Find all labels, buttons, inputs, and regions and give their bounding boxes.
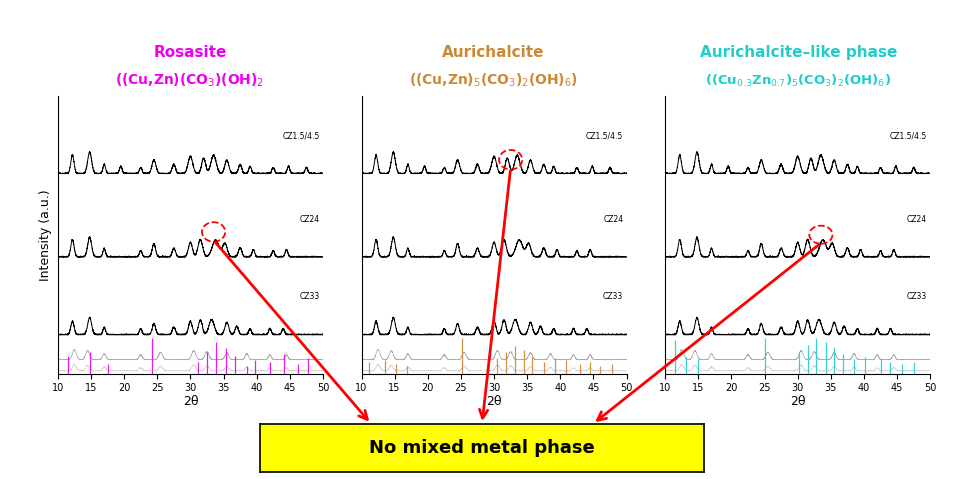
Text: CZ33: CZ33 (300, 292, 320, 301)
Text: ((Cu,Zn)(CO$_3$)(OH)$_2$: ((Cu,Zn)(CO$_3$)(OH)$_2$ (116, 71, 264, 89)
Text: CZ33: CZ33 (603, 292, 624, 301)
Text: Rosasite: Rosasite (153, 45, 227, 60)
Text: Aurichalcite–like phase: Aurichalcite–like phase (700, 45, 897, 60)
Text: No mixed metal phase: No mixed metal phase (369, 439, 595, 457)
Text: CZ1.5/4.5: CZ1.5/4.5 (282, 131, 320, 140)
Text: CZ24: CZ24 (300, 215, 320, 224)
Text: CZ1.5/4.5: CZ1.5/4.5 (890, 131, 927, 140)
X-axis label: 2θ: 2θ (182, 395, 199, 408)
Text: ((Cu,Zn)$_5$(CO$_3$)$_2$(OH)$_6$): ((Cu,Zn)$_5$(CO$_3$)$_2$(OH)$_6$) (409, 71, 578, 89)
Text: Aurichalcite: Aurichalcite (442, 45, 545, 60)
Text: CZ33: CZ33 (907, 292, 927, 301)
X-axis label: 2θ: 2θ (486, 395, 502, 408)
Text: ((Cu$_{0.3}$Zn$_{0.7}$)$_5$(CO$_3$)$_2$(OH)$_6$): ((Cu$_{0.3}$Zn$_{0.7}$)$_5$(CO$_3$)$_2$(… (705, 72, 892, 89)
Y-axis label: Intensity (a.u.): Intensity (a.u.) (40, 189, 52, 281)
Text: CZ1.5/4.5: CZ1.5/4.5 (586, 131, 624, 140)
Text: CZ24: CZ24 (603, 215, 624, 224)
Text: CZ24: CZ24 (907, 215, 927, 224)
X-axis label: 2θ: 2θ (790, 395, 806, 408)
